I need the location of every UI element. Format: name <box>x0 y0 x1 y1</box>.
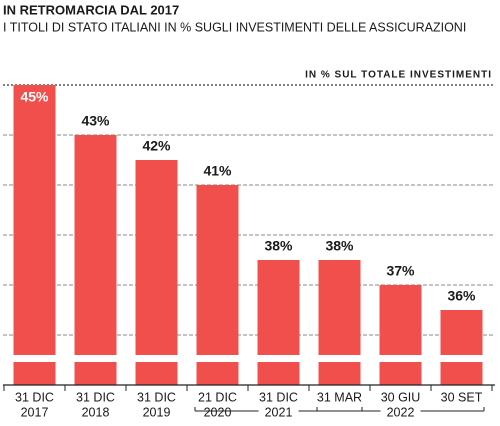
x-tick-label: 31 MAR <box>317 390 362 404</box>
value-label: 38% <box>325 238 354 254</box>
x-year-label: 2021 <box>265 405 293 419</box>
annotation: IN % SUL TOTALE INVESTIMENTI <box>305 70 492 81</box>
bar <box>135 160 178 385</box>
bar <box>196 185 239 385</box>
x-tick-label: 31 DIC <box>76 390 115 404</box>
value-label: 37% <box>386 263 415 279</box>
x-tick-label: 21 DIC <box>198 390 237 404</box>
value-label: 42% <box>142 138 171 154</box>
x-tick-label: 31 DIC <box>259 390 298 404</box>
chart-title: IN RETROMARCIA DAL 2017 <box>3 2 179 17</box>
x-tick-label: 31 DIC <box>137 390 176 404</box>
bar <box>318 260 361 385</box>
x-tick-label: 30 SET <box>441 390 483 404</box>
chart-subtitle: I TITOLI DI STATO ITALIANI IN % SUGLI IN… <box>3 20 466 34</box>
bar <box>74 135 117 385</box>
x-year-label: 2020 <box>204 405 232 419</box>
x-year-label: 2017 <box>21 405 49 419</box>
bar <box>13 85 56 385</box>
x-year-label: 2018 <box>82 405 110 419</box>
axis-break <box>0 355 500 362</box>
value-label: 43% <box>81 113 110 129</box>
x-year-label: 2019 <box>143 405 171 419</box>
x-year-label: 2022 <box>387 405 415 419</box>
value-label: 45% <box>20 89 49 105</box>
x-tick-label: 31 DIC <box>15 390 54 404</box>
value-label: 38% <box>264 238 293 254</box>
value-label: 36% <box>447 288 476 304</box>
bar <box>440 310 483 385</box>
x-tick-label: 30 GIU <box>381 390 421 404</box>
value-label: 41% <box>203 163 232 179</box>
bar <box>379 285 422 385</box>
bar <box>257 260 300 385</box>
